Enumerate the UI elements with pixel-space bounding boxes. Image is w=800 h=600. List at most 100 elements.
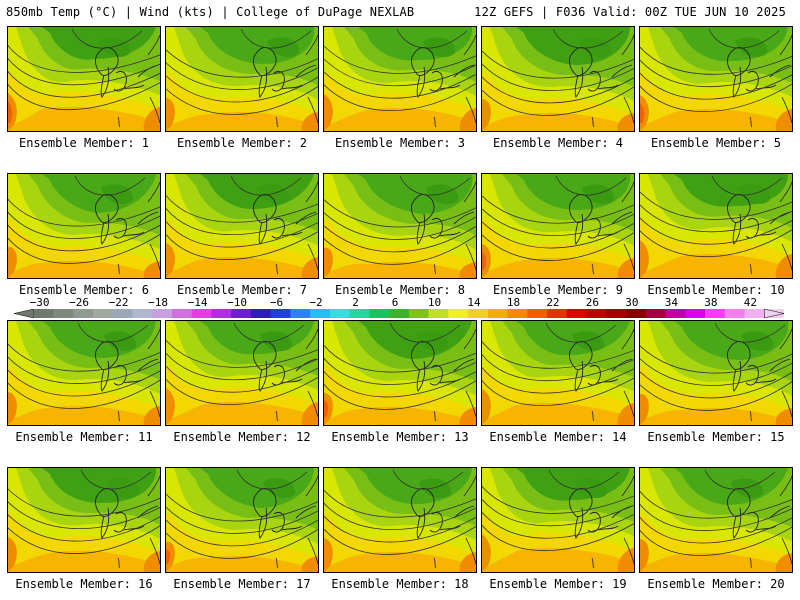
- ensemble-member-map: [7, 173, 161, 279]
- ensemble-panel: Ensemble Member: 9: [481, 173, 635, 297]
- ensemble-member-caption: Ensemble Member: 15: [647, 430, 785, 444]
- colorbar-labels: −30 −26 −22 −18 −14 −10 −6 −2 2 6 10 14 18 22 26 30 34 38…: [14, 296, 784, 309]
- ensemble-panel: Ensemble Member: 1: [7, 26, 161, 150]
- colorbar-swatch: [369, 309, 390, 318]
- colorbar-swatch: [685, 309, 706, 318]
- ensemble-member-map: [165, 26, 319, 132]
- ensemble-panel: Ensemble Member: 8: [323, 173, 477, 297]
- ensemble-member-caption: Ensemble Member: 6: [18, 283, 150, 297]
- ensemble-panel: Ensemble Member: 13: [323, 320, 477, 444]
- ensemble-member-caption: Ensemble Member: 3: [334, 136, 466, 150]
- ensemble-panel: Ensemble Member: 3: [323, 26, 477, 150]
- ensemble-member-caption: Ensemble Member: 10: [647, 283, 785, 297]
- colorbar-tick-label: 2: [352, 296, 359, 309]
- ensemble-member-map: [481, 320, 635, 426]
- colorbar-swatch: [329, 309, 350, 318]
- colorbar-swatch: [468, 309, 489, 318]
- colorbar-swatch: [665, 309, 686, 318]
- colorbar-tick-label: 42: [743, 296, 757, 309]
- colorbar-swatch: [231, 309, 252, 318]
- colorbar-swatch: [132, 309, 153, 318]
- colorbar-tick-label: −6: [269, 296, 284, 309]
- ensemble-panel: Ensemble Member: 2: [165, 26, 319, 150]
- ensemble-member-map: [639, 26, 793, 132]
- colorbar-swatch: [527, 309, 548, 318]
- ensemble-member-caption: Ensemble Member: 17: [173, 577, 311, 591]
- colorbar-tick-label: −14: [187, 296, 208, 309]
- ensemble-member-map: [481, 467, 635, 573]
- ensemble-member-map: [7, 320, 161, 426]
- colorbar-swatch: [152, 309, 173, 318]
- ensemble-member-map: [323, 320, 477, 426]
- colorbar-swatch: [606, 309, 627, 318]
- ensemble-panel: Ensemble Member: 10: [639, 173, 793, 297]
- ensemble-member-caption: Ensemble Member: 19: [489, 577, 627, 591]
- ensemble-member-map: [165, 467, 319, 573]
- ensemble-member-caption: Ensemble Member: 14: [489, 430, 627, 444]
- colorbar-swatch: [389, 309, 410, 318]
- colorbar-swatch: [250, 309, 271, 318]
- colorbar-tick-label: 18: [506, 296, 521, 309]
- ensemble-member-caption: Ensemble Member: 8: [334, 283, 466, 297]
- colorbar-swatch: [349, 309, 370, 318]
- ensemble-panel: Ensemble Member: 7: [165, 173, 319, 297]
- colorbar-swatch: [33, 309, 54, 318]
- ensemble-member-caption: Ensemble Member: 7: [176, 283, 308, 297]
- ensemble-member-map: [639, 320, 793, 426]
- colorbar-tick-label: 22: [546, 296, 560, 309]
- ensemble-member-map: [323, 26, 477, 132]
- ensemble-member-map: [639, 173, 793, 279]
- colorbar-tick-label: 6: [391, 296, 399, 309]
- colorbar-swatch: [310, 309, 331, 318]
- colorbar-tick-label: 38: [704, 296, 718, 309]
- ensemble-member-map: [7, 467, 161, 573]
- colorbar-swatch: [705, 309, 726, 318]
- ensemble-panel: Ensemble Member: 16: [7, 467, 161, 591]
- colorbar-tick-label: −2: [309, 296, 323, 309]
- colorbar-left-arrow: [14, 309, 34, 318]
- colorbar-swatch: [73, 309, 94, 318]
- ensemble-member-caption: Ensemble Member: 1: [18, 136, 150, 150]
- ensemble-member-map: [481, 173, 635, 279]
- ensemble-panel: Ensemble Member: 12: [165, 320, 319, 444]
- colorbar-tick-label: 34: [664, 296, 679, 309]
- colorbar-swatch: [408, 309, 429, 318]
- colorbar-tick-label: −22: [108, 296, 129, 309]
- ensemble-panel: Ensemble Member: 19: [481, 467, 635, 591]
- colorbar-swatch: [724, 309, 745, 318]
- ensemble-member-caption: Ensemble Member: 5: [650, 136, 782, 150]
- ensemble-member-map: [165, 320, 319, 426]
- colorbar-swatch: [626, 309, 647, 318]
- colorbar-tick-label: 26: [585, 296, 600, 309]
- ensemble-panel: Ensemble Member: 20: [639, 467, 793, 591]
- ensemble-member-caption: Ensemble Member: 11: [15, 430, 153, 444]
- ensemble-member-map: [481, 26, 635, 132]
- colorbar-swatch: [428, 309, 449, 318]
- run-valid-time: 12Z GEFS | F036 Valid: 00Z TUE JUN 10 20…: [474, 5, 786, 19]
- ensemble-panel: Ensemble Member: 15: [639, 320, 793, 444]
- ensemble-panel: Ensemble Member: 17: [165, 467, 319, 591]
- colorbar-swatch: [645, 309, 666, 318]
- ensemble-panel: Ensemble Member: 6: [7, 173, 161, 297]
- ensemble-member-caption: Ensemble Member: 2: [176, 136, 308, 150]
- temperature-colorbar: −30 −26 −22 −18 −14 −10 −6 −2 2 6 10 14 18 22 26 30 34 38…: [14, 296, 784, 320]
- colorbar-swatch: [53, 309, 74, 318]
- ensemble-member-caption: Ensemble Member: 4: [492, 136, 624, 150]
- ensemble-member-caption: Ensemble Member: 20: [647, 577, 785, 591]
- colorbar-scale: [14, 309, 784, 318]
- ensemble-panel: Ensemble Member: 4: [481, 26, 635, 150]
- ensemble-member-map: [323, 467, 477, 573]
- colorbar-tick-label: −10: [227, 296, 247, 309]
- ensemble-panel: Ensemble Member: 11: [7, 320, 161, 444]
- colorbar-tick-label: −30: [29, 296, 50, 309]
- ensemble-panel: Ensemble Member: 14: [481, 320, 635, 444]
- ensemble-member-caption: Ensemble Member: 13: [331, 430, 469, 444]
- colorbar-tick-label: 14: [467, 296, 481, 309]
- colorbar-swatch: [171, 309, 192, 318]
- ensemble-member-caption: Ensemble Member: 12: [173, 430, 311, 444]
- colorbar-swatch: [211, 309, 232, 318]
- colorbar-tick-label: −26: [69, 296, 90, 309]
- ensemble-panel: Ensemble Member: 5: [639, 26, 793, 150]
- ensemble-member-map: [7, 26, 161, 132]
- ensemble-panel: Ensemble Member: 18: [323, 467, 477, 591]
